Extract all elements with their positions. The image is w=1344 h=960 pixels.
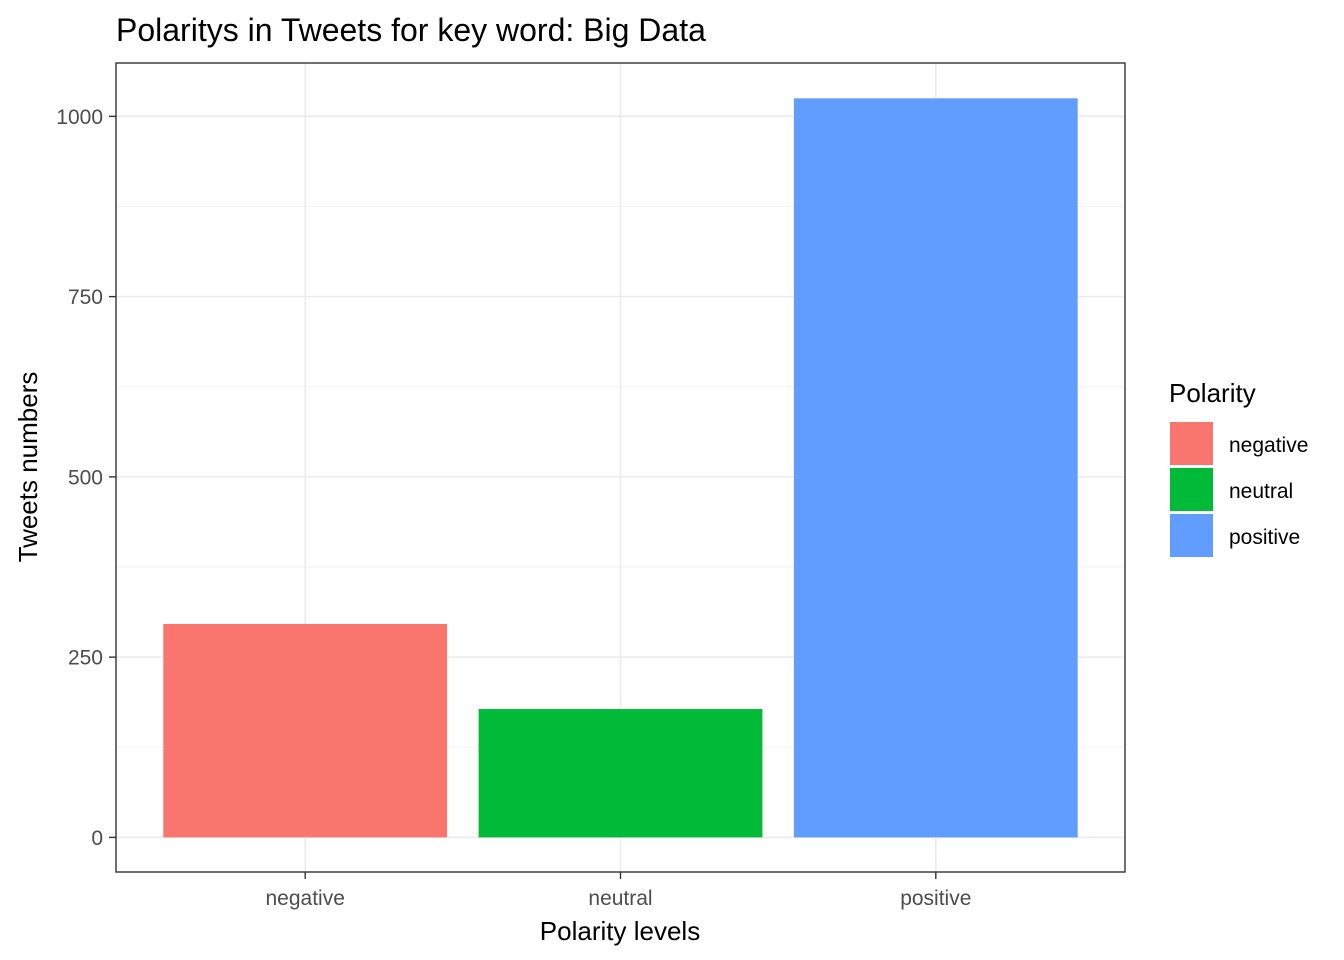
y-axis: 0 250 500 750 1000 bbox=[56, 106, 116, 850]
bars bbox=[163, 98, 1078, 838]
x-tick-label-neutral: neutral bbox=[588, 887, 652, 910]
legend-label-negative: negative bbox=[1229, 434, 1308, 457]
y-tick-label: 750 bbox=[68, 286, 103, 309]
y-tick-label: 250 bbox=[68, 647, 103, 670]
bar-neutral bbox=[478, 709, 763, 838]
y-tick-label: 500 bbox=[68, 466, 103, 489]
legend-key-neutral bbox=[1170, 468, 1213, 511]
legend: Polarity negative neutral positive bbox=[1169, 378, 1308, 557]
x-tick-label-negative: negative bbox=[265, 887, 344, 910]
bar-positive bbox=[793, 98, 1078, 838]
y-axis-title: Tweets numbers bbox=[13, 372, 43, 563]
legend-label-positive: positive bbox=[1229, 526, 1300, 549]
y-tick-label: 0 bbox=[91, 827, 103, 850]
x-tick-label-positive: positive bbox=[900, 887, 971, 910]
legend-title: Polarity bbox=[1169, 378, 1256, 408]
legend-items: negative neutral positive bbox=[1170, 422, 1308, 557]
y-tick-label: 1000 bbox=[56, 106, 103, 129]
legend-key-negative bbox=[1170, 422, 1213, 465]
bar-negative bbox=[163, 623, 448, 838]
legend-key-positive bbox=[1170, 514, 1213, 557]
x-axis-title: Polarity levels bbox=[540, 916, 700, 946]
x-axis: negative neutral positive bbox=[265, 872, 971, 910]
legend-label-neutral: neutral bbox=[1229, 480, 1293, 503]
plot-panel bbox=[115, 62, 1126, 873]
chart-title: Polaritys in Tweets for key word: Big Da… bbox=[116, 12, 706, 48]
